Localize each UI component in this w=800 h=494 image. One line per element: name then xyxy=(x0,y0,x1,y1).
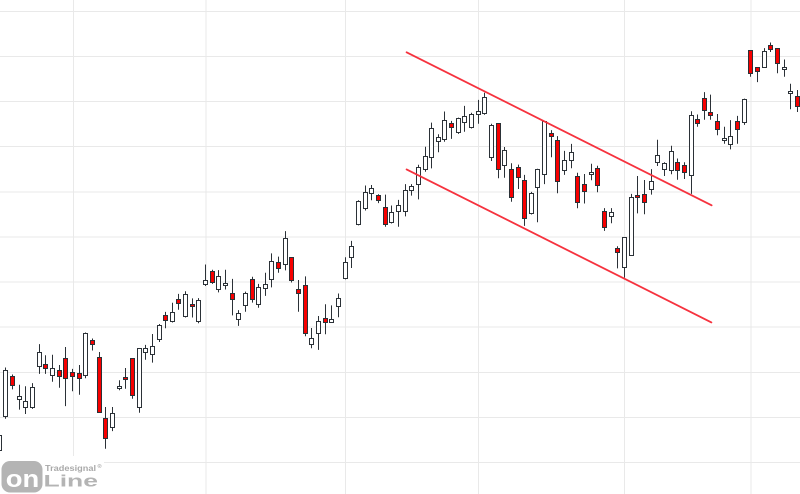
svg-text:Tradesignal: Tradesignal xyxy=(45,464,96,473)
svg-text:Line: Line xyxy=(44,473,99,491)
svg-text:on: on xyxy=(6,466,40,493)
svg-text:®: ® xyxy=(98,463,102,470)
